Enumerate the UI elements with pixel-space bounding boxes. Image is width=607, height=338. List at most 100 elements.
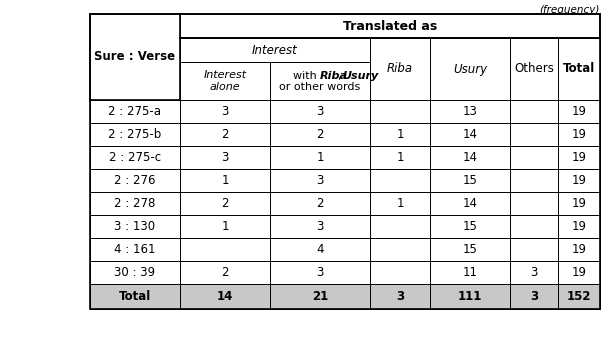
Bar	[90, 192, 180, 215]
Text: ,: ,	[338, 71, 345, 81]
Bar	[180, 14, 600, 38]
Text: 19: 19	[572, 220, 586, 233]
Bar	[430, 38, 510, 100]
Bar	[370, 284, 430, 309]
Text: 3: 3	[316, 174, 324, 187]
Text: Translated as: Translated as	[343, 20, 437, 32]
Bar	[370, 38, 430, 100]
Bar	[558, 123, 600, 146]
Bar	[180, 238, 270, 261]
Text: (frequency): (frequency)	[540, 5, 600, 15]
Bar	[558, 169, 600, 192]
Text: 3: 3	[530, 290, 538, 303]
Bar	[90, 261, 180, 284]
Bar	[90, 238, 180, 261]
Text: 15: 15	[463, 174, 478, 187]
Text: 3: 3	[396, 290, 404, 303]
Bar	[510, 215, 558, 238]
Bar	[430, 192, 510, 215]
Bar	[558, 261, 600, 284]
Bar	[558, 38, 600, 100]
Bar	[90, 215, 180, 238]
Bar	[558, 100, 600, 123]
Bar	[180, 192, 270, 215]
Text: 2 : 278: 2 : 278	[114, 197, 155, 210]
Text: 111: 111	[458, 290, 482, 303]
Bar	[370, 100, 430, 123]
Bar	[510, 146, 558, 169]
Bar	[430, 123, 510, 146]
Bar	[90, 100, 180, 123]
Bar	[180, 123, 270, 146]
Bar	[370, 238, 430, 261]
Text: with: with	[293, 71, 320, 81]
Text: 14: 14	[463, 151, 478, 164]
Bar	[90, 146, 180, 169]
Text: 19: 19	[572, 128, 586, 141]
Text: Interest: Interest	[252, 44, 298, 56]
Text: Total: Total	[119, 290, 151, 303]
Bar	[510, 38, 558, 100]
Text: 3: 3	[316, 105, 324, 118]
Bar	[430, 261, 510, 284]
Bar	[270, 123, 370, 146]
Text: Interest
alone: Interest alone	[203, 70, 246, 92]
Text: 19: 19	[572, 197, 586, 210]
Text: 2 : 276: 2 : 276	[114, 174, 156, 187]
Bar	[510, 284, 558, 309]
Text: 13: 13	[463, 105, 478, 118]
Bar	[510, 261, 558, 284]
Text: 1: 1	[396, 151, 404, 164]
Text: 1: 1	[396, 128, 404, 141]
Bar	[510, 238, 558, 261]
Bar	[370, 192, 430, 215]
Bar	[430, 238, 510, 261]
Text: Others: Others	[514, 63, 554, 75]
Text: 2 : 275-b: 2 : 275-b	[109, 128, 161, 141]
Bar	[180, 100, 270, 123]
Bar	[270, 238, 370, 261]
Text: 1: 1	[316, 151, 324, 164]
Text: 19: 19	[572, 174, 586, 187]
Bar	[270, 261, 370, 284]
Text: 3: 3	[316, 220, 324, 233]
Bar	[180, 38, 370, 62]
Bar	[370, 169, 430, 192]
Text: 1: 1	[221, 174, 229, 187]
Bar	[180, 284, 270, 309]
Bar	[370, 215, 430, 238]
Bar	[180, 261, 270, 284]
Bar	[510, 123, 558, 146]
Text: 11: 11	[463, 266, 478, 279]
Text: 2: 2	[316, 128, 324, 141]
Bar	[510, 100, 558, 123]
Bar	[430, 215, 510, 238]
Text: 14: 14	[217, 290, 233, 303]
Text: Sure : Verse: Sure : Verse	[95, 50, 175, 64]
Bar	[510, 169, 558, 192]
Text: 3 : 130: 3 : 130	[115, 220, 155, 233]
Bar	[430, 146, 510, 169]
Text: Usury: Usury	[342, 71, 378, 81]
Text: 2 : 275-a: 2 : 275-a	[109, 105, 161, 118]
Text: 3: 3	[531, 266, 538, 279]
Text: 30 : 39: 30 : 39	[115, 266, 155, 279]
Bar	[270, 192, 370, 215]
Text: Total: Total	[563, 63, 595, 75]
Bar	[430, 284, 510, 309]
Text: Riba: Riba	[387, 63, 413, 75]
Text: 14: 14	[463, 197, 478, 210]
Text: 15: 15	[463, 243, 478, 256]
Bar	[430, 169, 510, 192]
Text: 3: 3	[316, 266, 324, 279]
Text: 2: 2	[316, 197, 324, 210]
Text: 15: 15	[463, 220, 478, 233]
Text: or other words: or other words	[279, 82, 361, 92]
Bar	[90, 14, 600, 309]
Text: 2: 2	[221, 266, 229, 279]
Text: 4 : 161: 4 : 161	[114, 243, 156, 256]
Bar	[270, 100, 370, 123]
Bar	[180, 215, 270, 238]
Bar	[270, 62, 370, 100]
Text: 1: 1	[396, 197, 404, 210]
